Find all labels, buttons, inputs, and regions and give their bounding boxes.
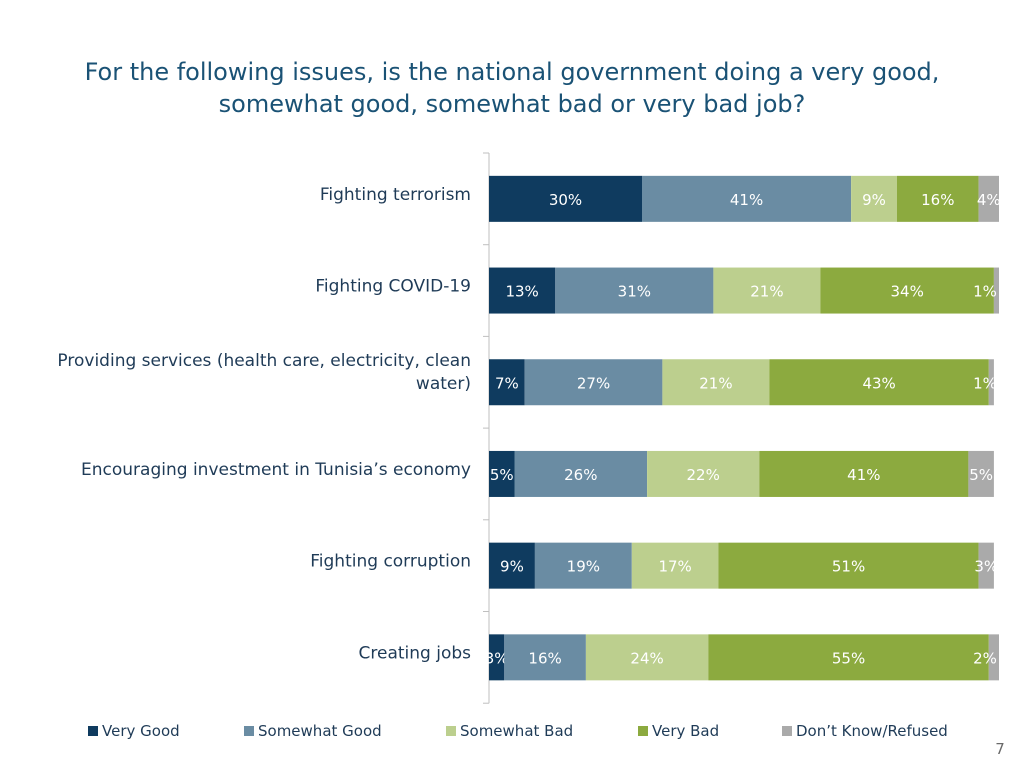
legend-item: Somewhat Bad bbox=[446, 722, 573, 740]
legend-item: Very Bad bbox=[638, 722, 719, 740]
bar-segment bbox=[642, 175, 852, 222]
legend-swatch bbox=[244, 726, 254, 736]
data-label: 3% bbox=[974, 558, 998, 576]
legend-swatch bbox=[446, 726, 456, 736]
data-label: 27% bbox=[577, 374, 610, 392]
bar-segment bbox=[647, 450, 760, 497]
data-label: 5% bbox=[490, 466, 514, 484]
bar-segment bbox=[820, 267, 994, 314]
data-label: 24% bbox=[630, 649, 663, 667]
data-label: 17% bbox=[658, 558, 691, 576]
data-label: 41% bbox=[847, 466, 880, 484]
data-label: 55% bbox=[832, 649, 865, 667]
bar-segment bbox=[489, 267, 556, 314]
bar-segment bbox=[489, 634, 505, 681]
bar-segment bbox=[968, 450, 994, 497]
data-label: 3% bbox=[485, 649, 509, 667]
data-label: 41% bbox=[730, 191, 763, 209]
legend-label: Don’t Know/Refused bbox=[796, 722, 948, 740]
bar-segment bbox=[662, 359, 770, 406]
title-line-1: For the following issues, is the nationa… bbox=[84, 58, 940, 86]
data-label: 22% bbox=[687, 466, 720, 484]
bar-segment bbox=[534, 542, 632, 589]
title-line-2: somewhat good, somewhat bad or very bad … bbox=[218, 90, 806, 118]
bar-segment bbox=[504, 634, 586, 681]
bar-segment bbox=[631, 542, 719, 589]
bar-segment bbox=[489, 450, 515, 497]
bar-segment bbox=[708, 634, 989, 681]
bar-segment bbox=[759, 450, 969, 497]
legend-item: Somewhat Good bbox=[244, 722, 382, 740]
bar-segment bbox=[489, 359, 525, 406]
bar-segment bbox=[769, 359, 989, 406]
page-number: 7 bbox=[995, 740, 1005, 758]
bar-segment bbox=[555, 267, 714, 314]
legend-swatch bbox=[88, 726, 98, 736]
bar-segment bbox=[988, 359, 994, 406]
data-label: 7% bbox=[495, 374, 519, 392]
data-label: 9% bbox=[862, 191, 886, 209]
data-label: 19% bbox=[567, 558, 600, 576]
data-label: 13% bbox=[505, 283, 538, 301]
data-label: 4% bbox=[977, 191, 1001, 209]
data-label: 26% bbox=[564, 466, 597, 484]
bar-segment bbox=[713, 267, 821, 314]
legend-item: Very Good bbox=[88, 722, 180, 740]
bar-segment bbox=[524, 359, 663, 406]
page-title: For the following issues, is the nationa… bbox=[0, 56, 1024, 120]
bar-segment bbox=[489, 542, 535, 589]
category-label: Fighting COVID-19 bbox=[315, 277, 471, 297]
bar-segment bbox=[851, 175, 897, 222]
bar-segment bbox=[489, 175, 642, 222]
bar-segment bbox=[993, 267, 999, 314]
bar-segment bbox=[514, 450, 648, 497]
data-label: 9% bbox=[500, 558, 524, 576]
data-label: 43% bbox=[862, 374, 895, 392]
legend-item: Don’t Know/Refused bbox=[782, 722, 948, 740]
legend: Very Good Somewhat Good Somewhat Bad Very B… bbox=[88, 722, 988, 744]
data-label: 1% bbox=[973, 374, 997, 392]
legend-label: Somewhat Bad bbox=[460, 722, 574, 740]
data-label: 21% bbox=[699, 374, 732, 392]
category-label: Fighting terrorism bbox=[320, 185, 471, 205]
bar-segment bbox=[897, 175, 979, 222]
category-label: Fighting corruption bbox=[310, 552, 471, 572]
category-label: Creating jobs bbox=[359, 643, 472, 663]
legend-swatch bbox=[782, 726, 792, 736]
legend-swatch bbox=[638, 726, 648, 736]
bar-segment bbox=[978, 175, 999, 222]
data-label: 31% bbox=[618, 283, 651, 301]
legend-label: Very Bad bbox=[652, 722, 720, 740]
data-label: 30% bbox=[549, 191, 582, 209]
data-label: 21% bbox=[750, 283, 783, 301]
data-label: 16% bbox=[921, 191, 954, 209]
data-label: 5% bbox=[969, 466, 993, 484]
bar-segment bbox=[978, 542, 994, 589]
bar-segment bbox=[988, 634, 999, 681]
data-label: 16% bbox=[528, 649, 561, 667]
legend-label: Somewhat Good bbox=[258, 722, 382, 740]
legend-label: Very Good bbox=[102, 722, 180, 740]
data-label: 1% bbox=[973, 283, 997, 301]
data-label: 34% bbox=[891, 283, 924, 301]
bar-segment bbox=[585, 634, 709, 681]
data-label: 51% bbox=[832, 558, 865, 576]
data-label: 2% bbox=[973, 649, 997, 667]
category-label: Encouraging investment in Tunisia’s econ… bbox=[81, 460, 471, 480]
bar-segment bbox=[718, 542, 979, 589]
category-label: Providing services (health care, electri… bbox=[57, 351, 471, 394]
